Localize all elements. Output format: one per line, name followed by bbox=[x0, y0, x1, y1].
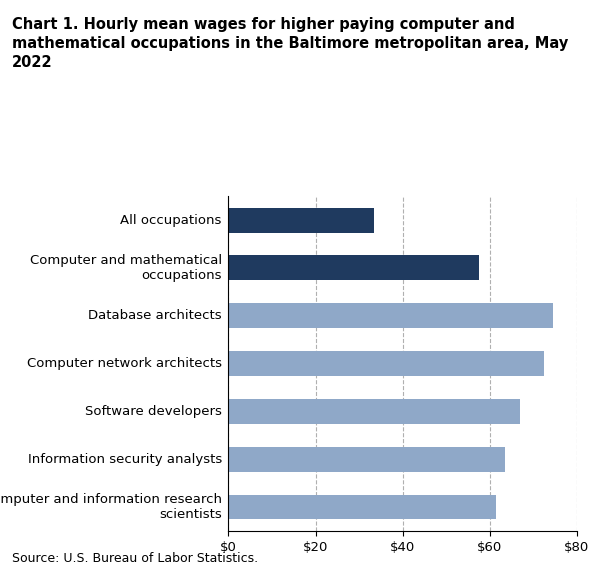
Text: Computer network architects: Computer network architects bbox=[27, 357, 222, 370]
Bar bbox=[228, 351, 545, 376]
Text: Database architects: Database architects bbox=[88, 309, 222, 322]
Bar bbox=[228, 304, 553, 328]
Text: Software developers: Software developers bbox=[85, 405, 222, 418]
Bar bbox=[228, 447, 505, 471]
Bar bbox=[228, 256, 479, 280]
Text: Information security analysts: Information security analysts bbox=[28, 452, 222, 466]
Text: Chart 1. Hourly mean wages for higher paying computer and
mathematical occupatio: Chart 1. Hourly mean wages for higher pa… bbox=[12, 17, 569, 69]
Text: Computer and information research
scientists: Computer and information research scient… bbox=[0, 493, 222, 521]
Text: All occupations: All occupations bbox=[120, 213, 222, 227]
Bar bbox=[228, 399, 520, 424]
Text: Source: U.S. Bureau of Labor Statistics.: Source: U.S. Bureau of Labor Statistics. bbox=[12, 552, 258, 565]
Bar bbox=[228, 208, 374, 233]
Bar bbox=[228, 494, 496, 519]
Text: Computer and mathematical
occupations: Computer and mathematical occupations bbox=[29, 254, 222, 282]
